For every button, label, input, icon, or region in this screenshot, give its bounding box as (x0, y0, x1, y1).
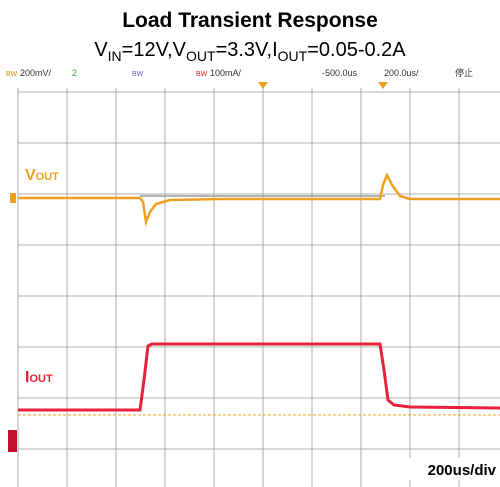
status-item: 200.0us/ (384, 68, 419, 78)
status-item: -500.0us (322, 68, 358, 78)
ch-marker (8, 430, 17, 452)
status-item: 200mV/ (20, 68, 52, 78)
label-part: I (25, 369, 29, 386)
subtitle-sub: IN (108, 48, 122, 64)
status-item: 100mA/ (210, 68, 242, 78)
iout-trace (18, 342, 500, 412)
subtitle-part: =12V,V (122, 39, 187, 61)
cursor-marker (378, 82, 388, 89)
timebase-label: 200us/div (428, 462, 497, 479)
subtitle-part: V (94, 39, 108, 61)
title: Load Transient Response (122, 9, 378, 32)
iout-label: IOUT (25, 369, 53, 386)
status-bar: BW 200mV/ 2 BW BW 100mA/ -500.0us 200.0u… (6, 67, 473, 78)
vout-label: VOUT (25, 167, 59, 184)
subtitle-part: =3.3V,I (216, 39, 278, 61)
timebase-bg (408, 458, 498, 480)
label-sub: OUT (36, 171, 60, 183)
status-item: 停止 (455, 67, 473, 78)
subtitle-part: =0.05-0.2A (307, 39, 406, 61)
status-item: 2 (72, 68, 77, 78)
status-item: BW (6, 71, 18, 78)
label-part: V (25, 167, 36, 184)
trigger-marker (258, 82, 268, 89)
vout-trace (18, 171, 500, 227)
status-item: BW (132, 71, 144, 78)
label-sub: OUT (29, 373, 53, 385)
status-item: BW (196, 71, 208, 78)
subtitle-sub: OUT (186, 48, 216, 64)
grid (17, 88, 500, 487)
ch-marker (10, 193, 16, 203)
subtitle: VIN=12V,VOUT=3.3V,IOUT=0.05-0.2A (94, 39, 406, 64)
subtitle-sub: OUT (278, 48, 308, 64)
